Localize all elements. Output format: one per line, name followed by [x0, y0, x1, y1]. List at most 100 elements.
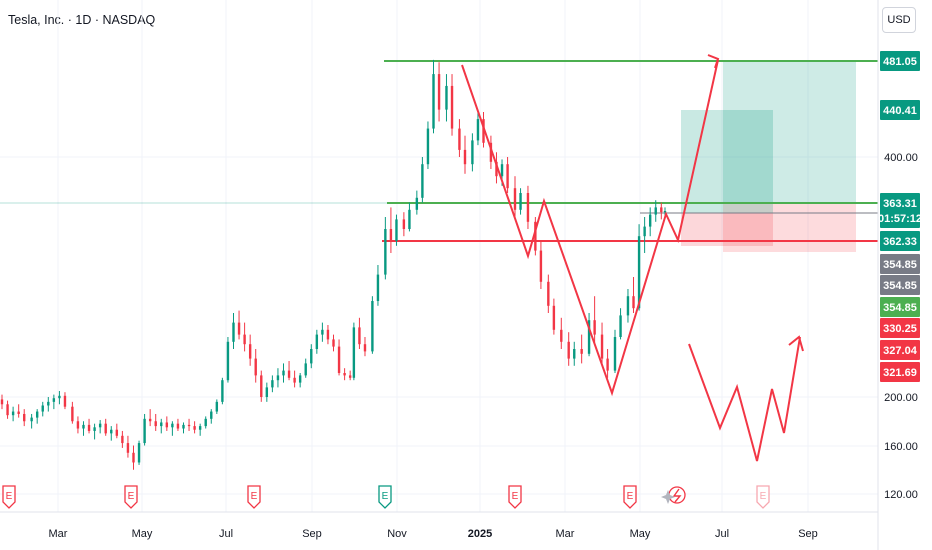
candle-body [121, 435, 124, 444]
candle-body [471, 140, 474, 165]
candle-body [534, 221, 537, 251]
candle-body [552, 305, 556, 330]
price-label-bg [880, 254, 920, 274]
candle-body [426, 128, 430, 165]
candle-body [154, 421, 157, 427]
price-label-bg [880, 297, 920, 317]
candle-body [450, 85, 454, 129]
x-tick-label: May [132, 528, 153, 540]
price-label: 327.04 [883, 345, 918, 357]
candle-body [389, 229, 393, 241]
candle-body [58, 395, 61, 399]
candle-body [282, 370, 285, 376]
candle-body [298, 375, 302, 383]
earnings-marker [2, 485, 16, 509]
price-label: 354.85 [883, 280, 917, 292]
candle-body [215, 401, 219, 412]
candle-body [132, 452, 135, 463]
candle-body [243, 334, 246, 345]
candle-body [137, 443, 141, 463]
price-label-bg [880, 318, 920, 338]
earnings-marker-label: E [251, 491, 258, 502]
price-label-bg [880, 231, 920, 251]
earnings-marker [124, 485, 138, 509]
projection-path [688, 336, 801, 462]
candle-body [115, 429, 119, 436]
candle-body [304, 363, 307, 376]
price-label: 363.31 [883, 198, 917, 210]
price-labels: 481.05 440.41 363.31 01:57:12 362.33 354.85 35… [878, 51, 922, 382]
price-label: 362.33 [883, 236, 917, 248]
candle-body [160, 422, 163, 427]
candle-body [232, 322, 235, 342]
candle-body [547, 281, 550, 306]
candle-body [260, 375, 263, 397]
earnings-marker-label: E [512, 491, 519, 502]
candle-body [276, 375, 280, 381]
candle-body [648, 214, 652, 227]
candle-body [204, 418, 207, 427]
earnings-marker-label: E [382, 491, 389, 502]
candle-body [6, 404, 9, 416]
candle-body [148, 418, 152, 422]
candle-body [23, 413, 26, 422]
price-label-bg [880, 340, 920, 360]
symbol-title: Tesla, Inc. · 1D · NASDAQ [8, 13, 156, 27]
candle-body [71, 406, 74, 422]
candle-body [110, 429, 113, 434]
candle-body [82, 424, 85, 429]
price-label-bg [880, 208, 920, 228]
candle-body [519, 193, 522, 210]
earnings-marker-label: E [128, 491, 135, 502]
earnings-marker-label: E [760, 491, 767, 502]
candle-body [654, 207, 657, 215]
candle-body [237, 322, 241, 335]
candle-body [326, 329, 330, 340]
candle-body [293, 377, 296, 383]
lightning-bolt [672, 488, 682, 503]
price-label: 440.41 [883, 105, 917, 117]
candle-body [63, 395, 67, 407]
price-label: 330.25 [883, 323, 917, 335]
price-label-bg [880, 362, 920, 382]
candle-body [35, 411, 39, 418]
x-tick-label: Mar [49, 528, 68, 540]
candle-body [395, 219, 398, 241]
candle-body [98, 423, 102, 428]
candle-body [606, 358, 609, 371]
candle-body [87, 424, 91, 431]
price-label: 354.85 [883, 302, 917, 314]
position-zones [640, 61, 878, 252]
earnings-marker [247, 485, 261, 509]
sparkle-icon [661, 490, 675, 504]
currency-button[interactable]: USD [882, 7, 916, 33]
arrow-head [707, 54, 720, 69]
candle-body [495, 161, 498, 177]
candle-body [210, 411, 213, 419]
candle-body [182, 424, 185, 429]
candle-body [600, 334, 604, 359]
price-label-bg [880, 100, 920, 120]
x-tick-label: Sep [798, 528, 818, 540]
candle-body [171, 423, 174, 428]
price-label-bg [880, 275, 920, 295]
candle-body [408, 209, 411, 229]
earnings-marker [508, 485, 522, 509]
candle-body [482, 119, 485, 143]
candle-body [637, 236, 641, 309]
stop-zone [723, 203, 856, 252]
price-label: 321.69 [883, 367, 917, 379]
candle-body [254, 358, 257, 376]
candle-body [343, 373, 346, 376]
pattern-path [461, 59, 719, 397]
candle-body [93, 427, 96, 431]
x-tick-label: Jul [219, 528, 233, 540]
x-tick-label: 2025 [468, 528, 492, 540]
candle-body [176, 423, 180, 429]
candle-body [476, 119, 480, 141]
candle-body [500, 164, 504, 177]
candle-body [321, 329, 324, 335]
